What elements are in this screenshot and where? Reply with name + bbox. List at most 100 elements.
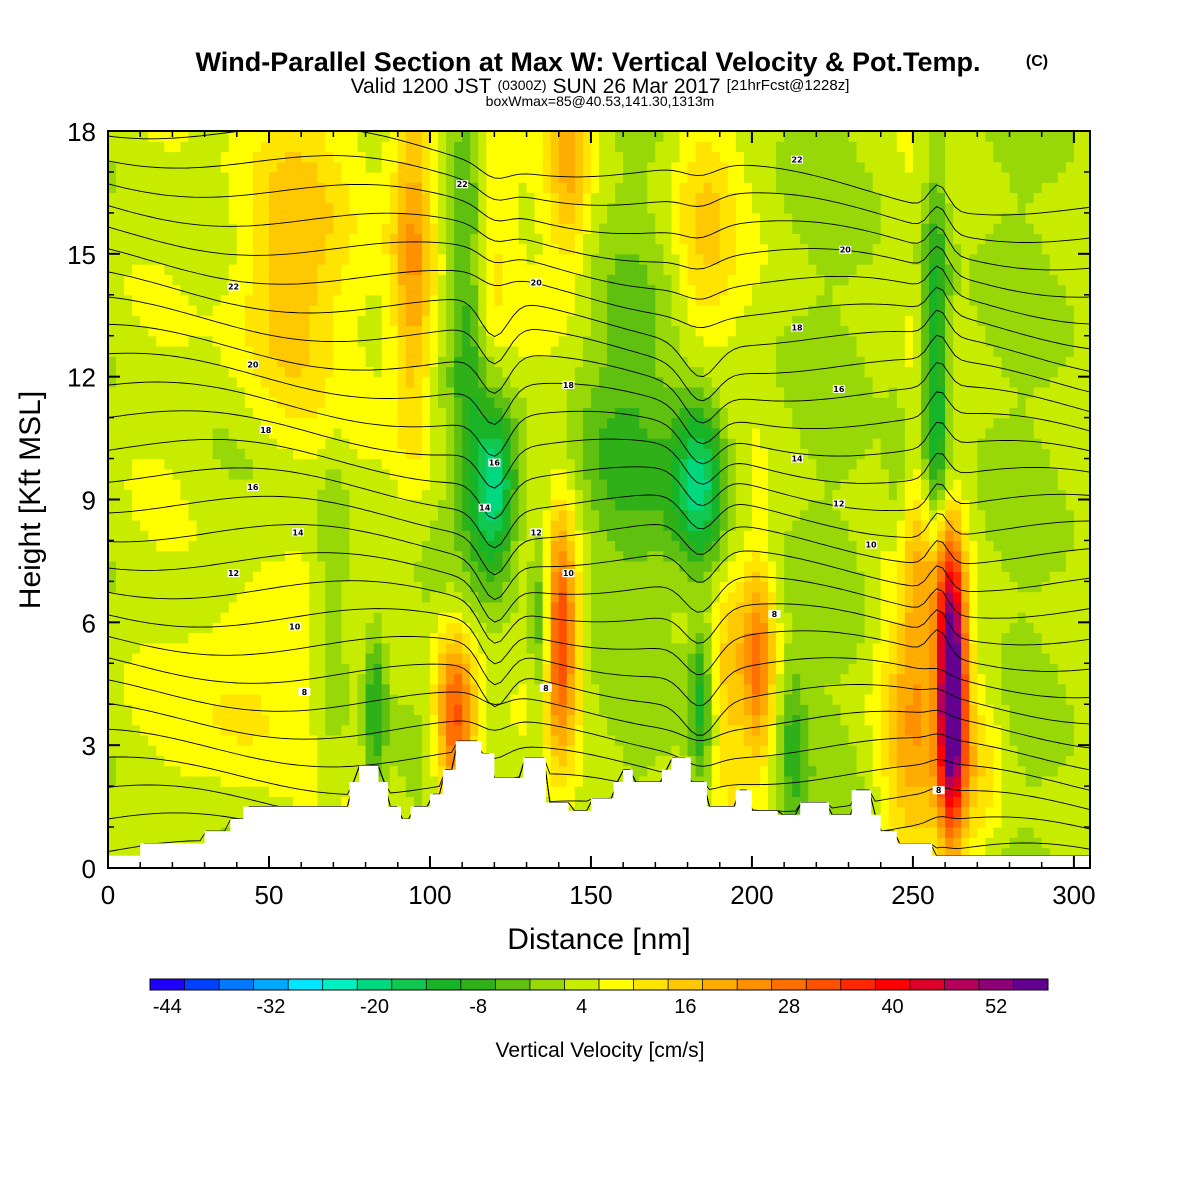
w-cell (236, 724, 246, 736)
w-cell (172, 591, 182, 603)
w-cell (1001, 571, 1011, 582)
w-cell (969, 734, 978, 746)
w-cell (607, 632, 616, 644)
w-cell (285, 499, 294, 511)
w-cell (953, 786, 962, 797)
w-cell (904, 755, 914, 767)
w-cell (776, 765, 785, 777)
w-cell (244, 724, 254, 736)
w-cell (1009, 642, 1019, 654)
w-cell (800, 673, 809, 685)
w-cell (872, 560, 882, 572)
w-cell (116, 622, 125, 634)
w-cell (236, 704, 246, 716)
w-cell (1065, 734, 1075, 746)
w-cell (164, 448, 173, 460)
w-cell (631, 448, 640, 460)
w-cell (124, 612, 133, 623)
w-cell (880, 642, 890, 654)
w-cell (840, 489, 850, 501)
w-cell (808, 519, 817, 531)
w-cell (759, 765, 769, 777)
w-cell (196, 806, 206, 818)
w-cell (228, 540, 238, 552)
w-cell (832, 693, 842, 705)
w-cell (381, 734, 391, 746)
w-cell (655, 653, 664, 664)
w-cell (671, 458, 681, 470)
w-cell (711, 458, 721, 470)
w-cell (172, 448, 182, 460)
w-cell (993, 806, 1003, 818)
w-cell (776, 458, 785, 470)
w-cell (1033, 816, 1043, 828)
w-cell (252, 448, 262, 460)
w-cell (268, 653, 278, 664)
w-cell (470, 571, 479, 582)
w-cell (164, 479, 173, 490)
w-cell (590, 693, 600, 705)
w-cell (309, 581, 318, 593)
w-cell (784, 571, 793, 582)
w-cell (1081, 519, 1091, 531)
w-cell (268, 724, 278, 736)
w-cell (132, 775, 141, 787)
w-cell (1065, 827, 1075, 838)
w-cell (510, 632, 520, 644)
w-cell (904, 591, 914, 603)
w-cell (695, 612, 705, 623)
w-cell (768, 796, 777, 808)
w-cell (961, 479, 970, 490)
w-cell (977, 571, 986, 582)
w-cell (953, 827, 962, 838)
w-cell (470, 693, 479, 705)
w-cell (864, 745, 874, 757)
w-cell (526, 550, 536, 562)
w-cell (236, 479, 246, 490)
w-cell (655, 571, 664, 582)
w-cell (470, 724, 479, 736)
w-cell (1001, 745, 1011, 757)
w-cell (140, 560, 149, 572)
w-cell (824, 786, 834, 797)
w-cell (429, 765, 439, 777)
w-cell (929, 642, 938, 654)
w-cell (647, 509, 656, 521)
w-cell (333, 745, 343, 757)
w-cell (526, 571, 536, 582)
w-cell (438, 745, 447, 757)
w-cell (856, 673, 866, 685)
w-cell (784, 519, 793, 531)
w-cell (341, 673, 351, 685)
w-cell (1049, 591, 1059, 603)
w-cell (582, 499, 592, 511)
w-cell (655, 458, 664, 470)
w-cell (478, 745, 487, 757)
w-cell (317, 786, 326, 797)
w-cell (357, 448, 367, 460)
w-cell (252, 765, 262, 777)
w-cell (582, 642, 592, 654)
w-cell (687, 530, 697, 542)
w-cell (864, 632, 874, 644)
w-cell (615, 622, 624, 634)
w-cell (397, 560, 407, 572)
w-cell (945, 786, 954, 797)
w-cell (880, 724, 890, 736)
w-cell (1057, 468, 1067, 480)
w-cell (204, 571, 214, 582)
w-cell (880, 560, 890, 572)
w-cell (325, 540, 334, 552)
w-cell (792, 653, 801, 664)
w-cell (1017, 458, 1027, 470)
w-cell (832, 642, 842, 654)
w-cell (140, 448, 149, 460)
w-cell (872, 591, 882, 603)
w-cell (1025, 632, 1035, 644)
w-cell (116, 837, 125, 849)
w-cell (285, 479, 294, 490)
w-cell (647, 755, 656, 767)
w-cell (260, 622, 270, 634)
w-cell (977, 704, 986, 716)
w-cell (655, 489, 664, 501)
